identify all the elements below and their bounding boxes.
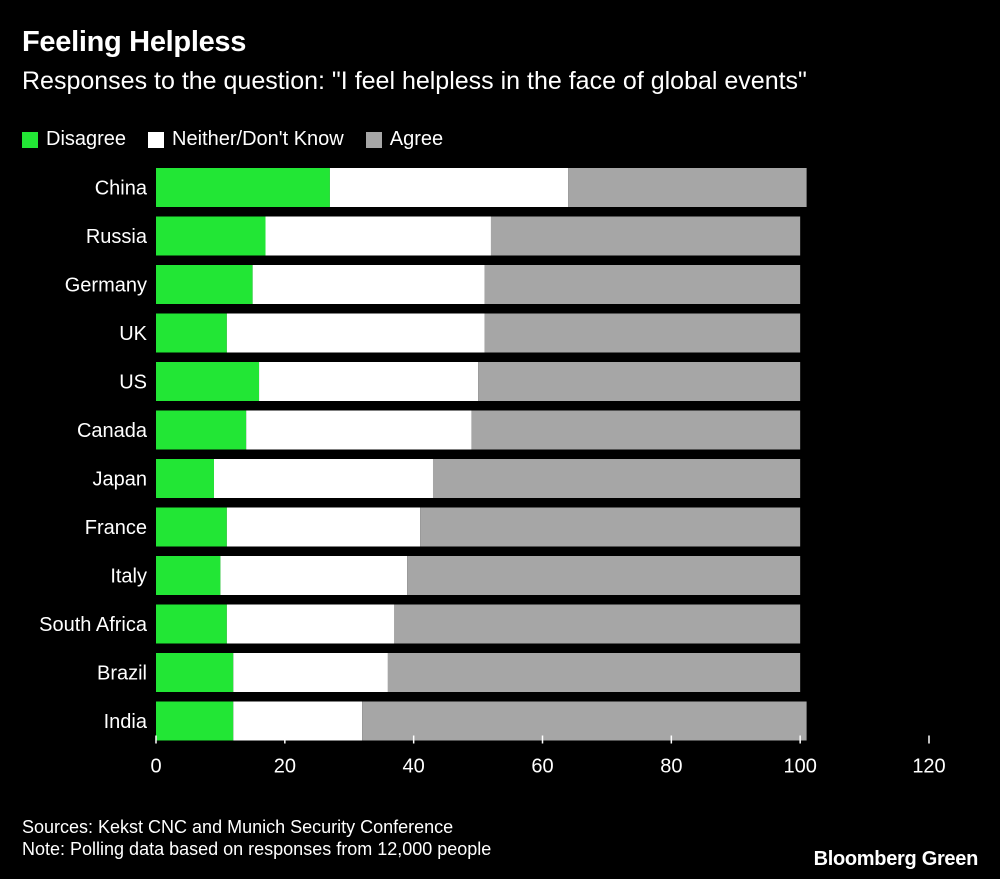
bar-russia-neither-don-t-know (265, 216, 491, 256)
chart-footer: Sources: Kekst CNC and Munich Security C… (22, 816, 491, 860)
category-label-india: India (104, 711, 148, 733)
bar-germany-agree (484, 265, 801, 304)
chart-subtitle: Responses to the question: "I feel helpl… (22, 67, 807, 95)
bar-india-disagree (156, 701, 234, 741)
category-label-uk: UK (119, 323, 147, 345)
category-label-russia: Russia (86, 226, 148, 248)
bar-france-neither-don-t-know (226, 507, 421, 547)
x-tick-label-100: 100 (783, 756, 816, 778)
bar-france-disagree (156, 507, 227, 547)
legend-label-neither: Neither/Don't Know (172, 128, 344, 150)
legend-label-agree: Agree (389, 128, 444, 150)
bar-china-neither-don-t-know (329, 168, 569, 207)
bar-italy-agree (407, 556, 801, 595)
bar-germany-neither-don-t-know (252, 265, 485, 304)
polling-note: Note: Polling data based on responses fr… (22, 839, 492, 859)
legend: Disagree Neither/Don't Know Agree (22, 128, 465, 151)
category-label-south-africa: South Africa (39, 614, 148, 636)
category-label-germany: Germany (65, 275, 147, 297)
bar-uk-disagree (156, 313, 227, 353)
bar-uk-neither-don-t-know (226, 313, 485, 353)
bar-uk-agree (484, 313, 801, 353)
bar-italy-disagree (156, 556, 221, 595)
bar-canada-agree (471, 410, 801, 450)
x-tick-label-60: 60 (531, 756, 553, 778)
category-label-japan: Japan (93, 469, 148, 491)
bar-canada-disagree (156, 410, 247, 450)
bar-us-agree (478, 362, 801, 401)
category-label-italy: Italy (110, 566, 147, 588)
x-tick-label-120: 120 (912, 756, 945, 778)
legend-swatch-neither (148, 131, 165, 148)
legend-item-agree: Agree (365, 128, 444, 151)
bar-russia-agree (490, 216, 801, 256)
bar-south-africa-agree (394, 604, 801, 644)
category-label-france: France (85, 517, 147, 539)
category-label-canada: Canada (77, 420, 148, 442)
category-label-china: China (95, 178, 148, 200)
legend-item-neither: Neither/Don't Know (148, 128, 344, 151)
legend-item-disagree: Disagree (22, 128, 126, 151)
x-tick-label-20: 20 (274, 756, 296, 778)
bar-china-agree (568, 168, 807, 207)
legend-swatch-agree (365, 131, 382, 148)
bar-us-neither-don-t-know (259, 362, 479, 401)
legend-label-disagree: Disagree (46, 128, 127, 150)
bar-italy-neither-don-t-know (220, 556, 408, 595)
bar-brazil-neither-don-t-know (233, 653, 388, 692)
sources-note: Sources: Kekst CNC and Munich Security C… (22, 817, 454, 837)
brand-logo: Bloomberg Green (813, 848, 979, 870)
bar-japan-disagree (156, 459, 214, 498)
bar-us-disagree (156, 362, 260, 401)
bar-russia-disagree (156, 216, 266, 256)
x-tick-label-80: 80 (660, 756, 682, 778)
category-label-us: US (119, 372, 147, 394)
bar-south-africa-neither-don-t-know (226, 604, 395, 644)
x-tick-label-40: 40 (403, 756, 425, 778)
bar-japan-agree (432, 459, 801, 498)
bar-brazil-agree (387, 653, 801, 692)
bar-south-africa-disagree (156, 604, 227, 644)
category-label-brazil: Brazil (97, 663, 147, 685)
bar-brazil-disagree (156, 653, 234, 692)
chart-title: Feeling Helpless (22, 26, 247, 58)
bar-france-agree (420, 507, 801, 547)
x-tick-label-0: 0 (150, 756, 161, 778)
legend-swatch-disagree (22, 131, 38, 148)
bar-canada-neither-don-t-know (246, 410, 472, 450)
bar-india-agree (362, 701, 807, 741)
bar-japan-neither-don-t-know (213, 459, 433, 498)
bar-germany-disagree (156, 265, 253, 304)
bar-india-neither-don-t-know (233, 701, 363, 741)
bar-china-disagree (156, 168, 330, 207)
